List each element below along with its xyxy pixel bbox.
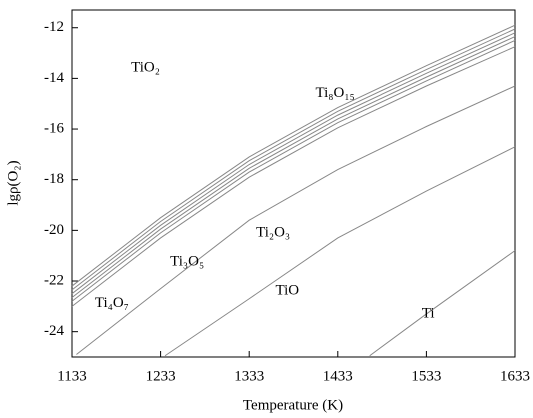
y-tick-label: -22 <box>44 272 64 288</box>
x-tick-label: 1333 <box>234 368 264 384</box>
y-axis-label: lgρ(O₂) <box>5 160 21 205</box>
x-tick-label: 1433 <box>323 368 353 384</box>
y-tick-label: -18 <box>44 171 64 187</box>
region-label: Ti₂O₃ <box>256 224 290 240</box>
x-tick-label: 1533 <box>411 368 441 384</box>
region-label: Ti₃O₅ <box>170 253 204 269</box>
phase-boundary <box>71 46 516 307</box>
y-tick-label: -14 <box>44 70 64 86</box>
phase-boundary <box>71 36 516 298</box>
plot-frame <box>71 9 516 358</box>
region-label: Ti₈O₁₅ <box>315 85 354 101</box>
region-label: Ti₄O₇ <box>95 295 129 311</box>
x-tick-label: 1133 <box>57 368 86 384</box>
phase-boundary <box>369 250 516 357</box>
x-tick-label: 1233 <box>146 368 176 384</box>
y-tick-label: -16 <box>44 120 64 136</box>
x-tick-label: 1633 <box>500 368 530 384</box>
region-label: Ti <box>422 305 435 321</box>
phase-boundary <box>71 28 516 291</box>
phase-boundary <box>71 32 516 295</box>
phase-boundary <box>76 85 516 355</box>
y-tick-label: -12 <box>44 19 64 35</box>
region-label: TiO₂ <box>131 60 160 76</box>
phase-boundary <box>71 24 516 287</box>
phase-boundary <box>71 39 516 302</box>
x-axis-label: Temperature (K) <box>243 397 343 413</box>
y-tick-label: -24 <box>44 323 64 339</box>
phase-boundary <box>164 146 516 357</box>
y-tick-label: -20 <box>44 222 64 238</box>
region-label: TiO <box>275 283 299 299</box>
